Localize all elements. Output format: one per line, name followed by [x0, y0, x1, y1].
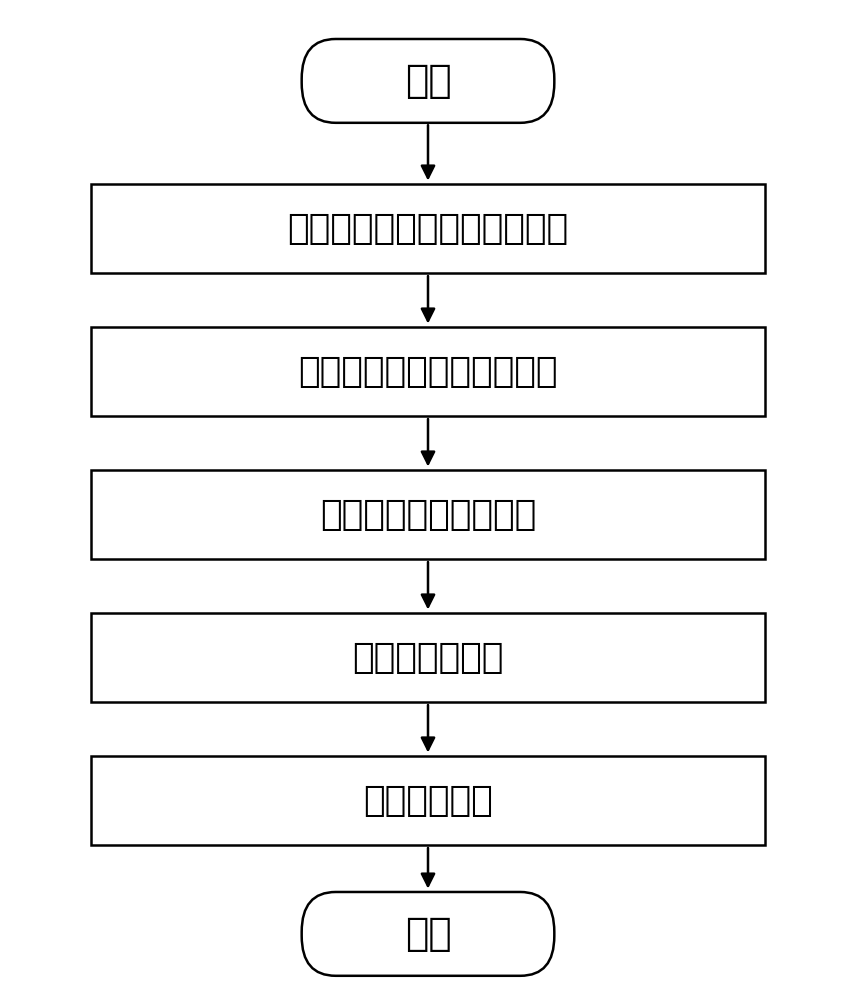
FancyBboxPatch shape — [91, 184, 765, 273]
FancyBboxPatch shape — [301, 39, 555, 123]
FancyBboxPatch shape — [91, 756, 765, 845]
FancyBboxPatch shape — [91, 613, 765, 702]
Text: 验证控制效果: 验证控制效果 — [363, 784, 493, 818]
Text: 设计进动控制器: 设计进动控制器 — [353, 641, 503, 675]
FancyBboxPatch shape — [91, 327, 765, 416]
FancyBboxPatch shape — [91, 470, 765, 559]
Text: 辨识直轴和交轴控制对象特性: 辨识直轴和交轴控制对象特性 — [288, 212, 568, 246]
Text: 结束: 结束 — [405, 915, 451, 953]
Text: 设计变参数章动阻尼器: 设计变参数章动阻尼器 — [320, 498, 536, 532]
Text: 开始: 开始 — [405, 62, 451, 100]
FancyBboxPatch shape — [301, 892, 555, 976]
Text: 确定章动频率与转速的关系: 确定章动频率与转速的关系 — [298, 355, 558, 389]
